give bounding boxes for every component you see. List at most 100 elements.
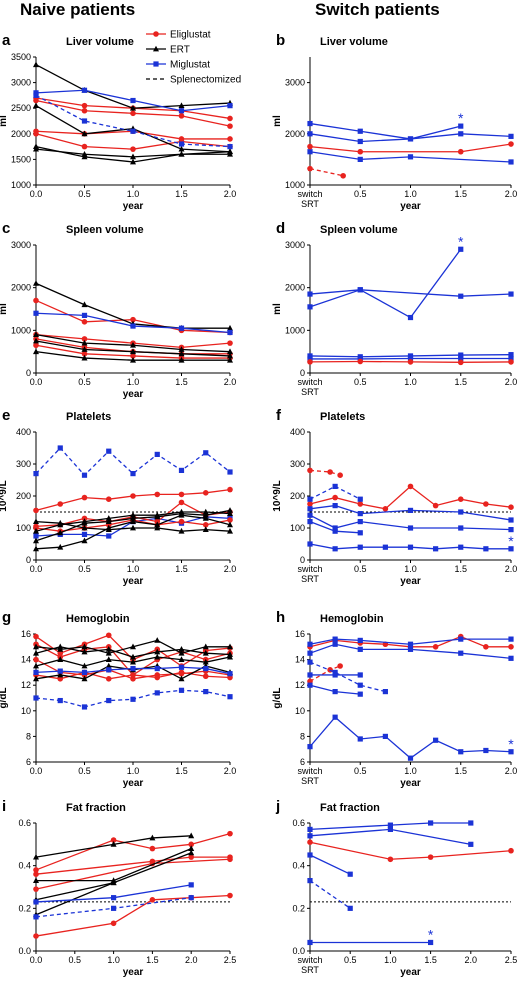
- y-tick-label: 14: [21, 655, 31, 665]
- significance-star: *: [428, 926, 434, 942]
- data-point: [458, 544, 464, 550]
- data-point: [427, 854, 434, 860]
- data-point: [130, 348, 136, 355]
- panel-a: a Liver volume 1000 1500 2000 2500 3000 3500 0.0…: [0, 32, 236, 212]
- data-point: [428, 939, 434, 946]
- data-point: [57, 501, 64, 507]
- data-point: [178, 649, 185, 656]
- data-point: [130, 128, 136, 134]
- switch-patients-header: Switch patients: [315, 0, 440, 19]
- data-point: [357, 691, 363, 697]
- data-point: [130, 696, 136, 702]
- data-point: [407, 646, 414, 652]
- data-point: [149, 858, 156, 865]
- series-line: [309, 289, 512, 297]
- data-point: [149, 845, 156, 852]
- y-tick-label: 2000: [11, 283, 31, 293]
- data-point: [81, 648, 88, 655]
- data-point: [307, 839, 313, 845]
- y-tick-label: 400: [16, 427, 31, 437]
- series-line: [309, 167, 344, 177]
- x-tick-label: 0.5: [354, 189, 367, 199]
- data-point: [202, 522, 209, 528]
- data-point: [382, 506, 389, 512]
- legend-label: Splenectomized: [170, 75, 241, 86]
- x-tick-label: 1.0: [384, 955, 397, 965]
- y-tick-label: 16: [295, 629, 305, 639]
- y-tick-label: 1000: [11, 325, 31, 335]
- data-point: [203, 689, 209, 695]
- data-point: [202, 508, 209, 515]
- data-point: [202, 673, 209, 680]
- x-tick-label: 1.0: [127, 377, 140, 387]
- x-tick-label: 1.0: [404, 377, 417, 387]
- data-point: [307, 852, 313, 858]
- panel-letter: h: [276, 609, 285, 626]
- data-point: [508, 636, 514, 642]
- data-point: [508, 291, 514, 297]
- data-point: [307, 143, 313, 150]
- series-line: [309, 485, 512, 510]
- data-point: [81, 336, 88, 342]
- y-tick-label: 1000: [11, 180, 31, 190]
- y-axis-label: ml: [272, 303, 283, 315]
- data-point: [33, 933, 39, 939]
- panel-e: e Platelets 0 100 200 300 400 0.0 0.5 1.0 1.5 2.0 ye…: [0, 407, 236, 587]
- data-point: [307, 878, 313, 884]
- y-tick-label: 400: [290, 427, 305, 437]
- data-point: [307, 359, 313, 365]
- data-point: [407, 483, 414, 490]
- data-point: [227, 144, 233, 150]
- x-tick-label: 0.0: [30, 955, 43, 965]
- data-point: [307, 826, 313, 832]
- panel-letter: d: [276, 220, 285, 237]
- legend-label: Miglustat: [170, 60, 210, 71]
- legend-label: Eliglustat: [170, 30, 211, 41]
- data-point: [227, 115, 233, 122]
- data-point: [57, 697, 63, 704]
- data-point: [357, 287, 363, 293]
- data-point: [387, 822, 393, 828]
- data-point: [130, 97, 136, 104]
- data-point: [130, 153, 136, 160]
- data-point: [382, 733, 388, 739]
- data-point: [227, 136, 233, 142]
- series-line: [309, 643, 512, 659]
- data-point: [33, 853, 39, 860]
- x-tick-label: 2.0: [505, 377, 518, 387]
- data-point: [332, 636, 338, 642]
- x-tick-label: 1.0: [404, 766, 417, 776]
- data-point: [33, 348, 39, 355]
- data-point: [188, 882, 194, 888]
- data-point: [33, 695, 39, 701]
- data-point: [407, 154, 414, 160]
- series-line: [309, 504, 512, 521]
- data-point: [130, 665, 136, 672]
- data-point: [81, 354, 88, 361]
- data-point: [332, 483, 338, 489]
- data-point: [407, 136, 414, 142]
- data-point: [154, 674, 161, 681]
- data-point: [33, 337, 39, 344]
- data-point: [407, 314, 414, 321]
- y-tick-label: 12: [21, 680, 31, 690]
- data-point: [188, 895, 194, 901]
- data-point: [307, 659, 313, 665]
- panel-letter: c: [2, 220, 10, 237]
- data-point: [508, 655, 514, 661]
- data-point: [307, 519, 313, 525]
- x-tick-label: 0.5: [354, 377, 367, 387]
- data-point: [483, 747, 489, 754]
- data-point: [468, 841, 474, 847]
- series-line: [309, 469, 341, 476]
- data-point: [33, 131, 39, 137]
- data-point: [105, 646, 112, 652]
- data-point: [33, 518, 39, 524]
- series-line: [35, 856, 230, 875]
- data-point: [130, 511, 136, 518]
- data-point: [57, 668, 63, 674]
- data-point: [154, 653, 161, 660]
- panel-i: i Fat fraction 0.0 0.2 0.4 0.6 0.0 0.5 1.0 1.5 2.0…: [2, 798, 236, 978]
- data-point: [428, 820, 434, 826]
